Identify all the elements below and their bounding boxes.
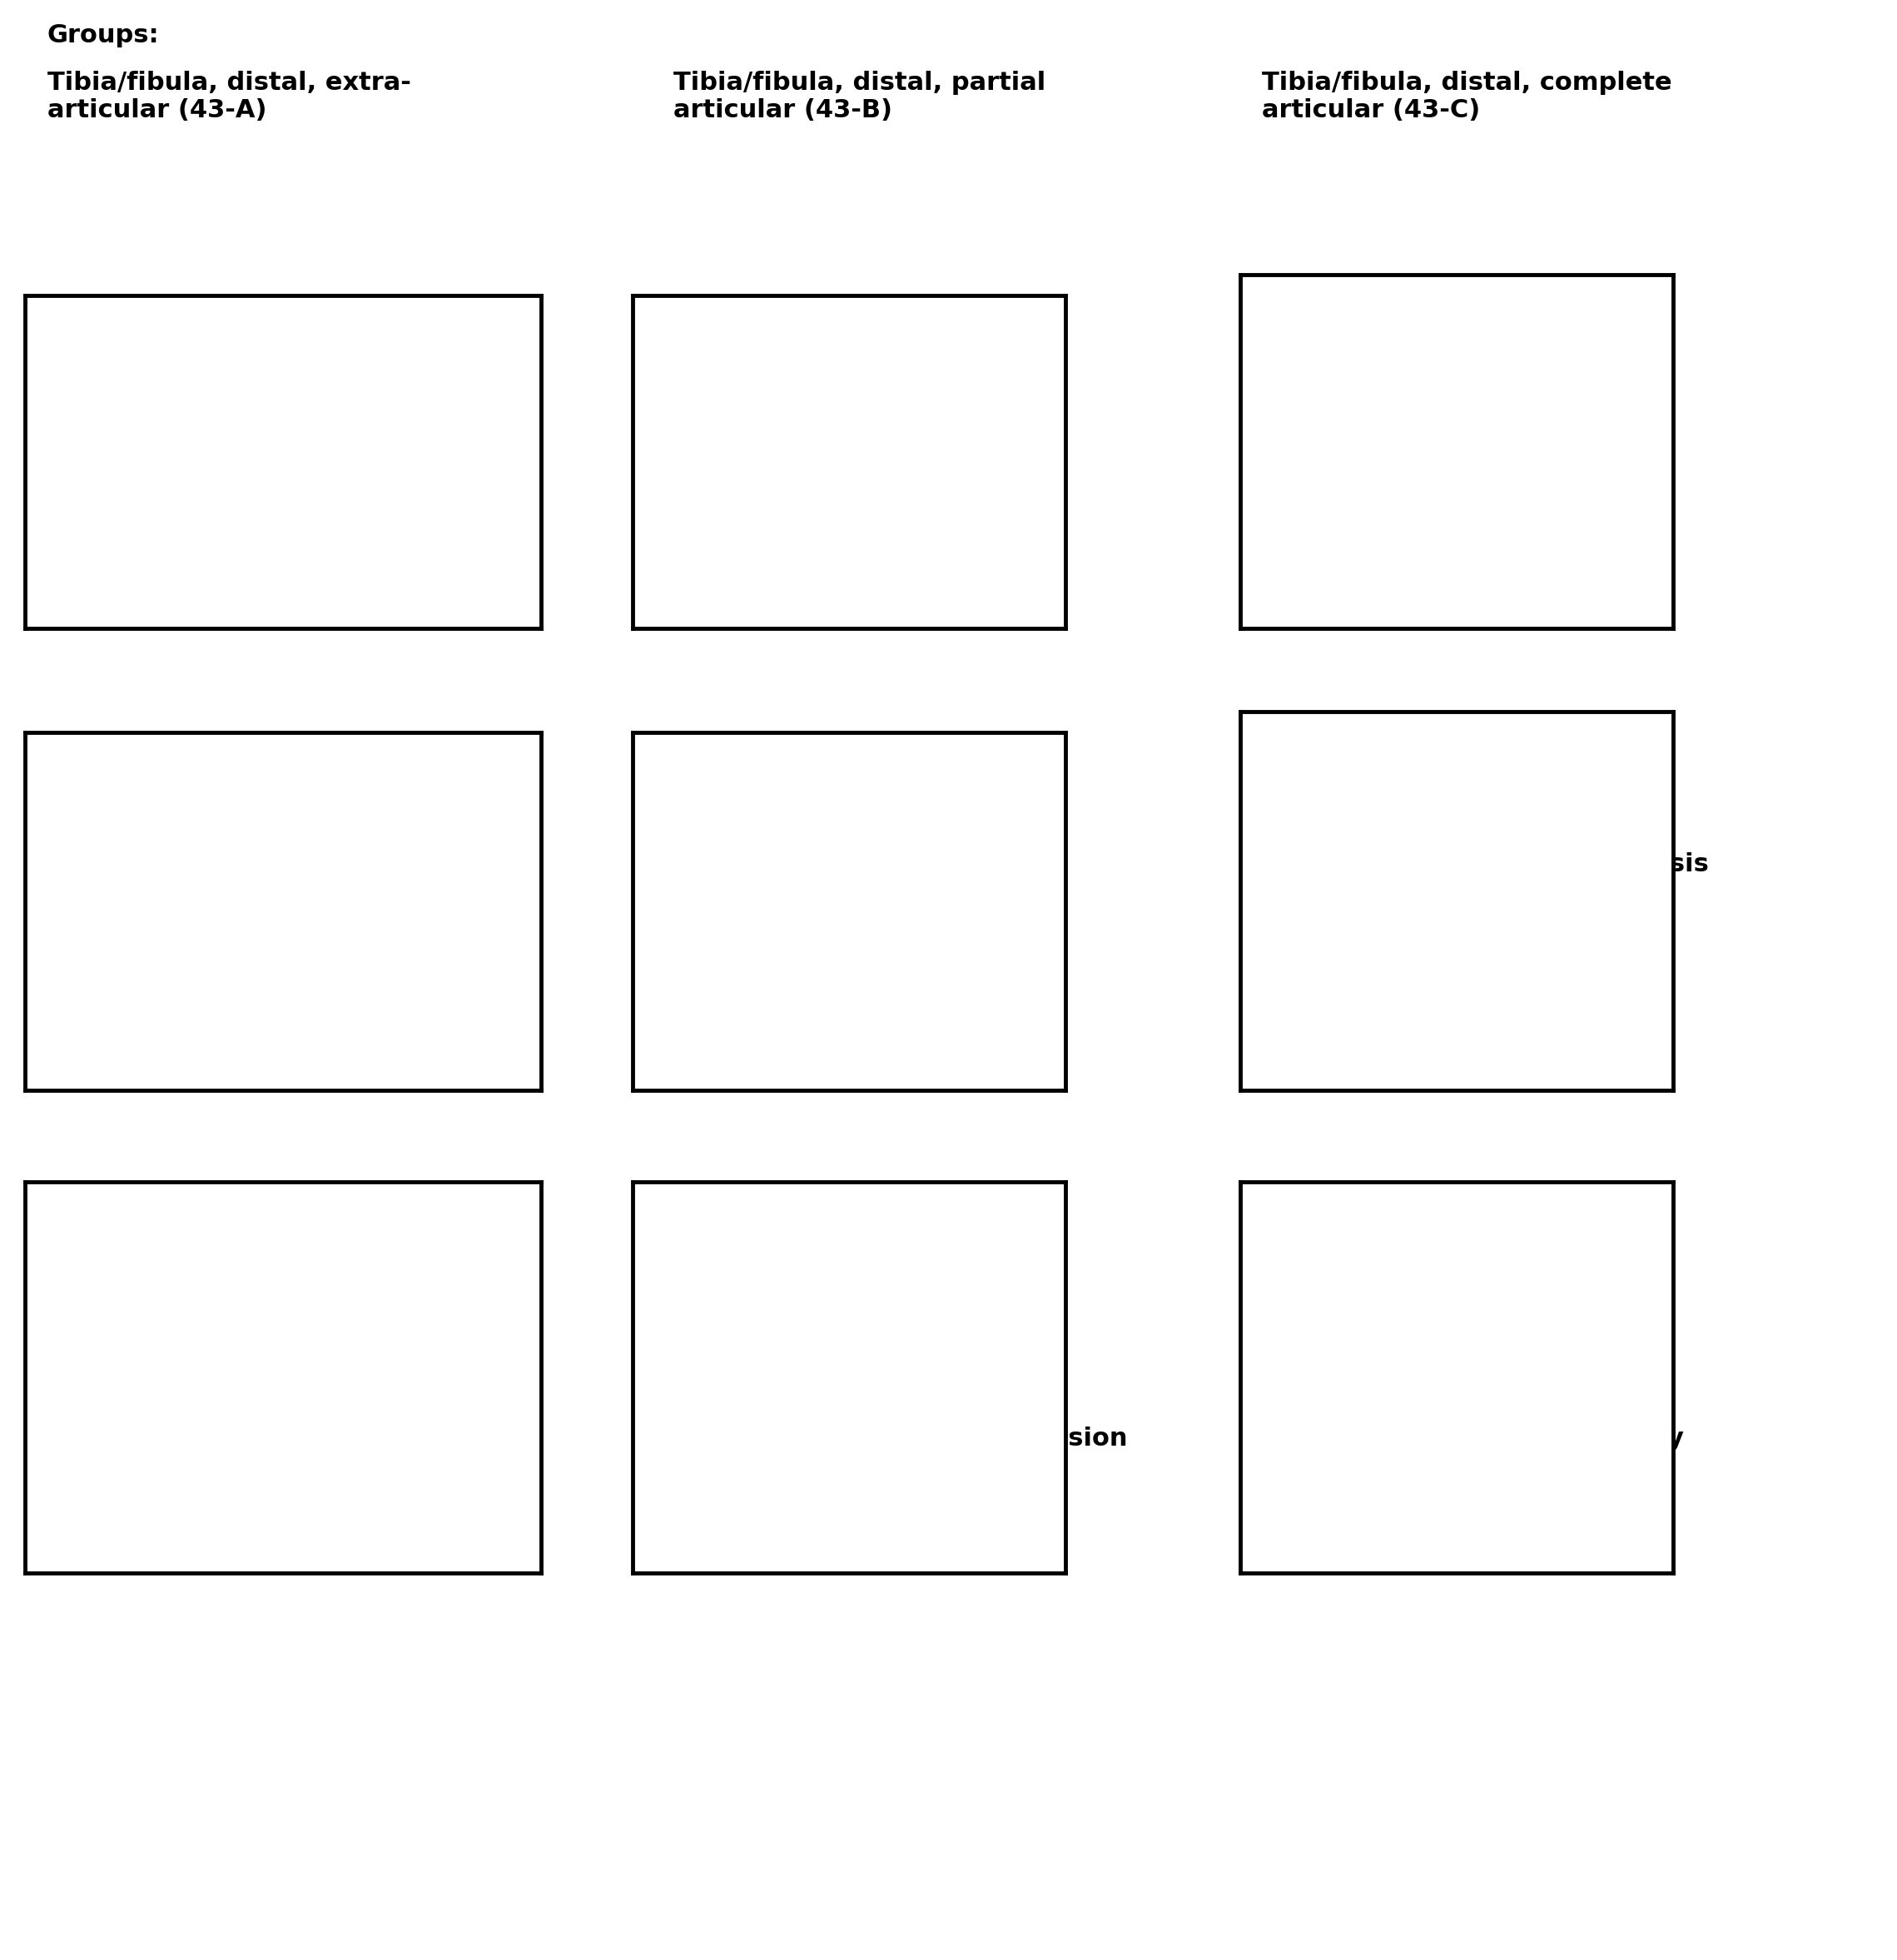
Text: Groups:: Groups: [47,24,159,47]
Text: 1. Articular multifragmentary
(43-C3): 1. Articular multifragmentary (43-C3) [1262,1427,1683,1480]
Text: 1. Pure split (43-B1): 1. Pure split (43-B1) [673,298,962,321]
Text: Tibia/fibula, distal, partial
articular (43-B): Tibia/fibula, distal, partial articular … [673,71,1045,123]
Text: 1. Metaphyseal complex
(43-A3): 1. Metaphyseal complex (43-A3) [47,1427,395,1480]
Text: Tibia/fibula, distal, extra-
articular (43-A): Tibia/fibula, distal, extra- articular (… [47,71,412,123]
Text: 1. Articular simple,
metaphysis simple (43-C1): 1. Articular simple, metaphysis simple (… [1262,298,1643,351]
Text: Tibia/fibula, distal, complete
articular (43-C): Tibia/fibula, distal, complete articular… [1262,71,1671,123]
Text: 1. Split depression (43-B2): 1. Split depression (43-B2) [673,853,1057,876]
Text: 1. Metaphyseal wedge
(43-A2): 1. Metaphyseal wedge (43-A2) [47,853,368,906]
Text: 1. Metaphyseal simple
(43-A1): 1. Metaphyseal simple (43-A1) [47,298,370,351]
Text: 1. Mulitfragmentary depression
(43-B3): 1. Mulitfragmentary depression (43-B3) [673,1427,1127,1480]
Text: 1. Articular simple, metaphysis
multifragmentary (43-C2): 1. Articular simple, metaphysis multifra… [1262,853,1709,906]
